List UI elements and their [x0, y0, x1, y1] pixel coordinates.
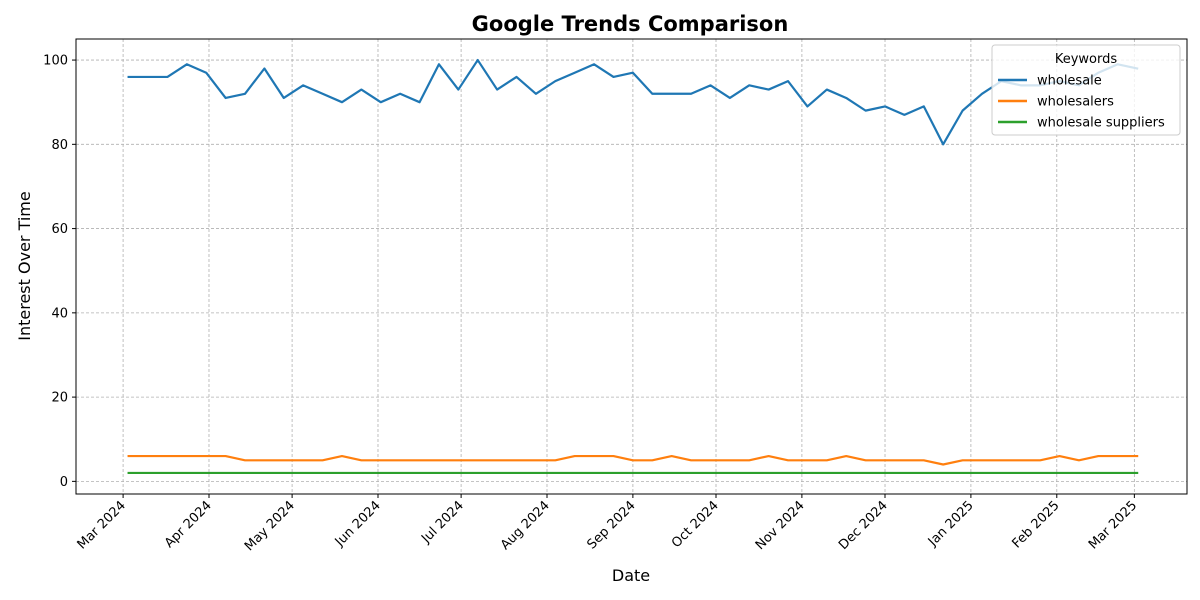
legend-title: Keywords — [1055, 52, 1118, 67]
x-axis-label: Date — [612, 566, 650, 585]
y-axis-ticks: 0 20 40 60 80 100 — [43, 54, 76, 490]
legend-label-wholesale-suppliers: wholesale suppliers — [1037, 116, 1165, 131]
plot-frame — [75, 38, 1188, 495]
series-line-wholesalers — [127, 454, 1139, 466]
series-lines — [127, 58, 1139, 475]
grid-lines — [76, 39, 1187, 494]
legend: Keywords wholesale wholesalers wholesale s… — [991, 44, 1181, 136]
chart-title: Google Trends Comparison — [472, 12, 789, 36]
legend-box — [991, 44, 1181, 136]
series-line-wholesale — [127, 58, 1139, 146]
y-tick-label: 40 — [51, 306, 68, 321]
y-axis-label: Interest Over Time — [15, 191, 34, 340]
legend-items: wholesale wholesalers wholesale suppliers — [998, 74, 1165, 131]
y-tick-label: 100 — [43, 54, 68, 69]
legend-label-wholesale: wholesale — [1037, 74, 1102, 89]
y-tick-label: 20 — [51, 391, 68, 406]
y-tick-label: 0 — [60, 475, 68, 490]
legend-label-wholesalers: wholesalers — [1037, 95, 1114, 110]
y-tick-label: 60 — [51, 222, 68, 237]
y-tick-label: 80 — [51, 138, 68, 153]
